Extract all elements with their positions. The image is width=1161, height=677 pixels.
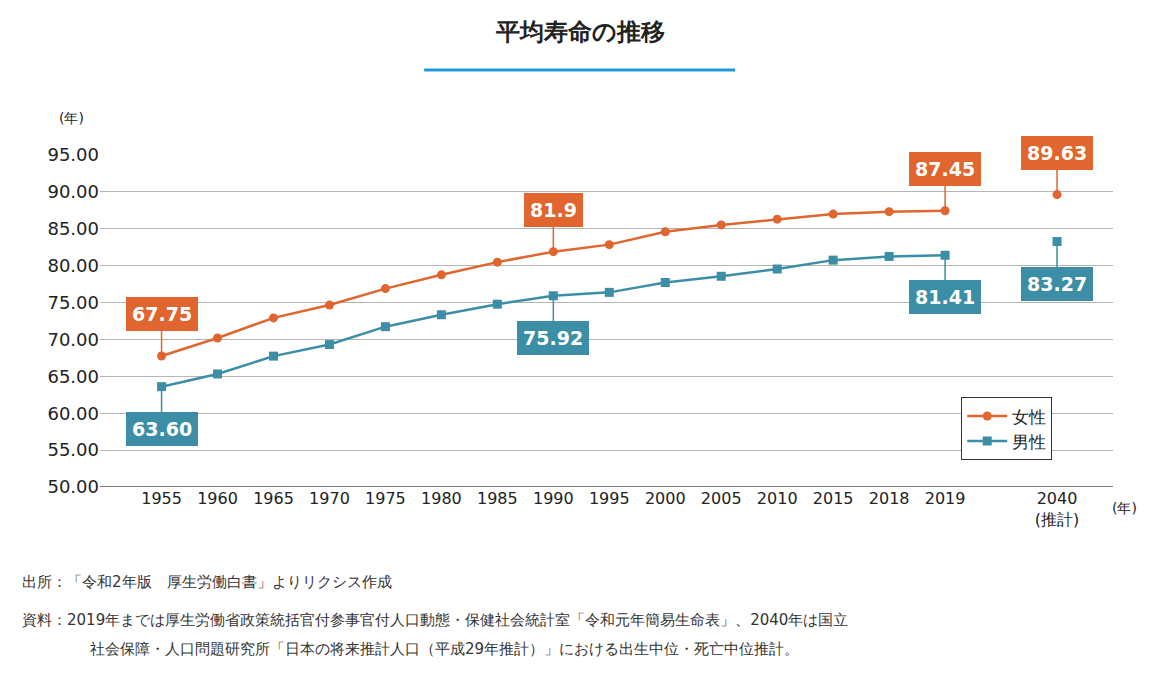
svg-text:男性: 男性 — [1012, 432, 1046, 452]
svg-text:2005: 2005 — [701, 489, 742, 508]
svg-text:75.00: 75.00 — [47, 292, 99, 313]
svg-text:83.27: 83.27 — [1027, 273, 1087, 295]
svg-text:平均寿命の推移: 平均寿命の推移 — [495, 18, 665, 46]
svg-text:80.00: 80.00 — [47, 255, 99, 276]
svg-text:1965: 1965 — [253, 489, 294, 508]
svg-text:2015: 2015 — [813, 489, 854, 508]
svg-text:資料：2019年までは厚生労働省政策統括官付参事官付人口動態: 資料：2019年までは厚生労働省政策統括官付参事官付人口動態・保健社会統計室「令… — [22, 611, 848, 629]
svg-text:1995: 1995 — [589, 489, 630, 508]
svg-text:1970: 1970 — [309, 489, 350, 508]
svg-text:2040(推計): 2040(推計) — [1035, 489, 1079, 529]
svg-text:87.45: 87.45 — [915, 158, 975, 180]
svg-text:95.00: 95.00 — [47, 144, 99, 165]
svg-text:2000: 2000 — [645, 489, 686, 508]
svg-text:81.41: 81.41 — [915, 286, 975, 308]
svg-text:81.9: 81.9 — [530, 199, 577, 221]
svg-text:(年): (年) — [1112, 500, 1137, 516]
svg-text:1975: 1975 — [365, 489, 406, 508]
svg-text:90.00: 90.00 — [47, 181, 99, 202]
svg-text:60.00: 60.00 — [47, 403, 99, 424]
svg-text:(年): (年) — [59, 110, 84, 126]
svg-text:1990: 1990 — [533, 489, 574, 508]
svg-text:社会保障・人口問題研究所「日本の将来推計人口（平成29年推計: 社会保障・人口問題研究所「日本の将来推計人口（平成29年推計）」における出生中位… — [90, 640, 799, 658]
svg-text:89.63: 89.63 — [1027, 142, 1087, 164]
svg-text:出所：「令和2年版 厚生労働白書」よりリクシス作成: 出所：「令和2年版 厚生労働白書」よりリクシス作成 — [22, 573, 392, 591]
svg-text:1985: 1985 — [477, 489, 518, 508]
svg-text:85.00: 85.00 — [47, 218, 99, 239]
svg-text:50.00: 50.00 — [47, 476, 99, 497]
svg-text:75.92: 75.92 — [523, 327, 583, 349]
svg-text:2010: 2010 — [757, 489, 798, 508]
svg-text:55.00: 55.00 — [47, 439, 99, 460]
svg-text:1955: 1955 — [141, 489, 182, 508]
svg-text:女性: 女性 — [1012, 407, 1046, 427]
svg-text:65.00: 65.00 — [47, 366, 99, 387]
svg-text:2018: 2018 — [869, 489, 910, 508]
svg-text:2019: 2019 — [925, 489, 966, 508]
svg-text:63.60: 63.60 — [132, 418, 192, 440]
svg-text:70.00: 70.00 — [47, 329, 99, 350]
svg-text:1980: 1980 — [421, 489, 462, 508]
svg-text:1960: 1960 — [197, 489, 238, 508]
svg-text:67.75: 67.75 — [132, 303, 192, 325]
